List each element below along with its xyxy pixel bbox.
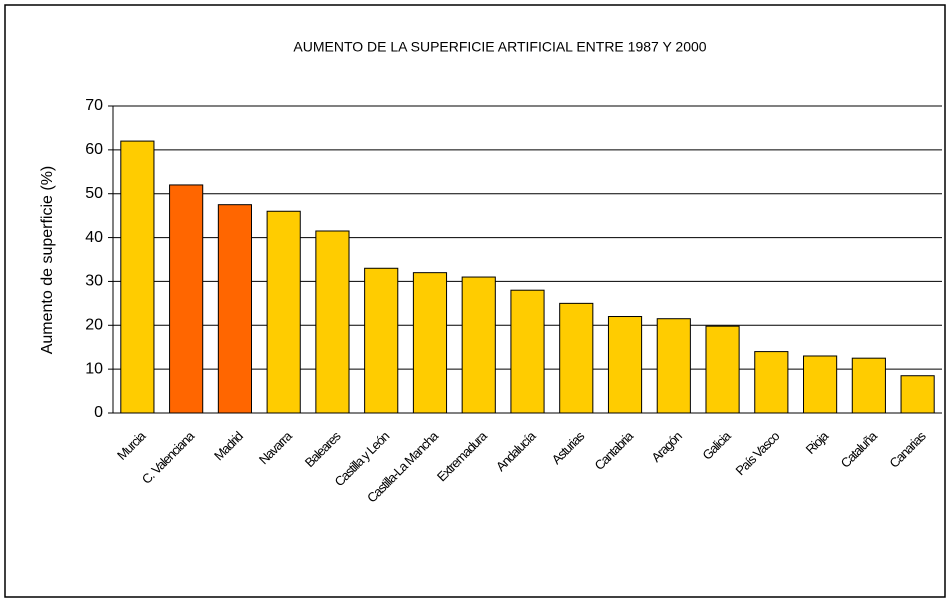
bar bbox=[120, 140, 155, 414]
y-tick-label: 10 bbox=[85, 360, 103, 377]
y-tick-label: 30 bbox=[85, 273, 103, 290]
y-tick-label: 20 bbox=[85, 317, 103, 334]
bar bbox=[803, 355, 838, 414]
chart-title: AUMENTO DE LA SUPERFICIE ARTIFICIAL ENTR… bbox=[293, 39, 706, 55]
y-tick-label: 50 bbox=[85, 185, 103, 202]
y-tick-label: 60 bbox=[85, 141, 103, 158]
bar bbox=[851, 357, 886, 414]
bar bbox=[656, 318, 691, 414]
bar bbox=[461, 276, 496, 414]
y-tick-label: 40 bbox=[85, 229, 103, 246]
bar bbox=[607, 316, 643, 414]
bar bbox=[217, 204, 252, 414]
y-tick-label: 0 bbox=[94, 404, 103, 421]
bar bbox=[169, 184, 204, 414]
bar bbox=[315, 230, 350, 414]
bar bbox=[559, 302, 594, 414]
bar bbox=[364, 267, 399, 414]
bar bbox=[510, 289, 545, 414]
y-tick-label: 70 bbox=[85, 97, 103, 114]
bar bbox=[900, 375, 935, 414]
bar bbox=[705, 325, 740, 414]
y-axis-label: Aumento de superficie (%) bbox=[39, 166, 56, 355]
bar bbox=[266, 210, 301, 414]
bar bbox=[754, 351, 789, 414]
bar bbox=[412, 272, 448, 414]
